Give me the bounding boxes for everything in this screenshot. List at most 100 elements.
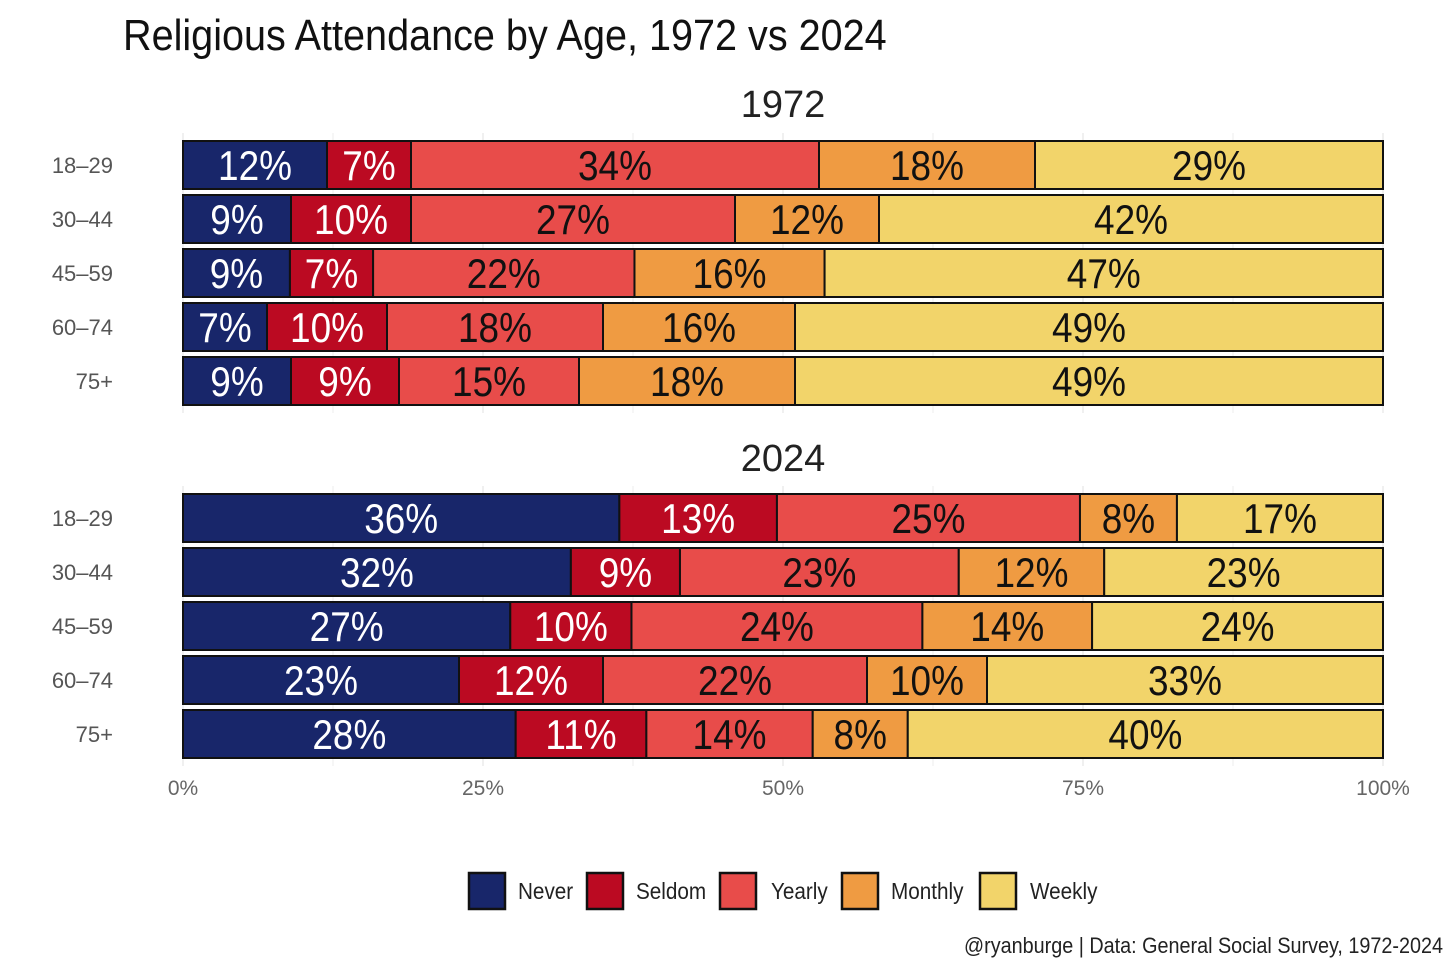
legend-label: Yearly xyxy=(771,878,828,904)
data-label: 7% xyxy=(342,143,395,190)
bar-segment-never xyxy=(182,302,268,352)
data-label: 7% xyxy=(198,305,251,352)
x-tick-label: 100% xyxy=(1356,777,1410,800)
data-label: 18% xyxy=(650,359,724,406)
facet-1972: 1972 18–29 12% 7% 34% 18% 29% 30–44 9% 10% 27% 12% 4… xyxy=(52,84,1384,413)
data-label: 12% xyxy=(494,658,568,705)
data-label: 12% xyxy=(218,143,292,190)
data-label: 28% xyxy=(312,712,386,759)
bar-segment-monthly xyxy=(578,356,796,406)
bar-segment-monthly xyxy=(602,302,796,352)
x-tick-label: 50% xyxy=(762,777,804,800)
bar-segment-never xyxy=(182,709,517,759)
data-label: 8% xyxy=(834,712,887,759)
data-label: 13% xyxy=(661,496,735,543)
bar-segment-never xyxy=(182,493,621,543)
bar-segment-weekly xyxy=(794,356,1384,406)
data-label: 18% xyxy=(458,305,532,352)
legend-item-never: Never xyxy=(467,871,573,911)
bar-segment-seldom xyxy=(290,356,400,406)
bar-row-18–29: 12% 7% 34% 18% 29% xyxy=(182,140,1384,190)
bar-segment-weekly xyxy=(1103,547,1385,597)
legend-item-yearly: Yearly xyxy=(718,871,828,911)
data-label: 9% xyxy=(210,359,263,406)
bar-segment-weekly xyxy=(823,248,1384,298)
y-tick-label: 30–44 xyxy=(52,560,113,585)
bar-segment-monthly xyxy=(866,655,988,705)
data-label: 14% xyxy=(970,604,1044,651)
bar-segment-never xyxy=(182,248,291,298)
y-tick-label: 60–74 xyxy=(52,668,113,693)
data-label: 9% xyxy=(210,197,263,244)
legend: Never Seldom Yearly Monthly Weekly xyxy=(467,871,1098,911)
y-tick-label: 30–44 xyxy=(52,207,113,232)
bar-segment-yearly xyxy=(630,601,924,651)
facet-title: 2024 xyxy=(741,438,826,480)
bar-segment-weekly xyxy=(1091,601,1385,651)
x-axis: 0% 25% 50% 75% 100% xyxy=(168,777,1410,800)
data-label: 9% xyxy=(318,359,371,406)
bar-segment-seldom xyxy=(458,655,604,705)
legend-label: Seldom xyxy=(636,878,706,904)
bar-segment-weekly xyxy=(906,709,1385,759)
bar-segment-never xyxy=(182,601,512,651)
data-label: 10% xyxy=(290,305,364,352)
data-label: 34% xyxy=(578,143,652,190)
data-label: 11% xyxy=(545,712,616,759)
data-label: 49% xyxy=(1052,359,1126,406)
bar-row-30–44: 32% 9% 23% 12% 23% xyxy=(182,547,1385,597)
bar-segment-yearly xyxy=(386,302,604,352)
bar-segment-monthly xyxy=(921,601,1094,651)
legend-swatch xyxy=(718,871,758,911)
legend-label: Monthly xyxy=(891,878,964,904)
bar-segment-never xyxy=(182,356,292,406)
bar-row-30–44: 9% 10% 27% 12% 42% xyxy=(182,194,1384,244)
legend-swatch xyxy=(467,871,507,911)
legend-swatch xyxy=(978,871,1018,911)
data-label: 16% xyxy=(693,251,767,298)
y-tick-label: 60–74 xyxy=(52,315,113,340)
bar-row-60–74: 7% 10% 18% 16% 49% xyxy=(182,302,1384,352)
bar-segment-seldom xyxy=(514,709,648,759)
data-label: 10% xyxy=(890,658,964,705)
data-label: 22% xyxy=(467,251,541,298)
data-label: 47% xyxy=(1067,251,1141,298)
y-tick-label: 18–29 xyxy=(52,153,113,178)
bar-segment-yearly xyxy=(645,709,814,759)
legend-label: Weekly xyxy=(1030,878,1098,904)
bar-segment-yearly xyxy=(410,140,820,190)
caption: @ryanburge | Data: General Social Survey… xyxy=(964,934,1443,958)
data-label: 36% xyxy=(364,496,438,543)
bar-segment-seldom xyxy=(569,547,681,597)
data-label: 17% xyxy=(1243,496,1317,543)
bar-segment-seldom xyxy=(290,194,412,244)
chart-title: Religious Attendance by Age, 1972 vs 202… xyxy=(123,10,887,59)
bar-segment-never xyxy=(182,655,460,705)
legend-swatch xyxy=(840,871,880,911)
data-label: 18% xyxy=(890,143,964,190)
bar-segment-yearly xyxy=(678,547,960,597)
bar-row-18–29: 36% 13% 25% 8% 17% xyxy=(182,493,1385,543)
data-label: 49% xyxy=(1052,305,1126,352)
y-tick-label: 75+ xyxy=(76,369,113,394)
data-label: 16% xyxy=(662,305,736,352)
legend-label: Never xyxy=(518,878,573,904)
bar-segment-weekly xyxy=(986,655,1384,705)
legend-item-monthly: Monthly xyxy=(840,871,964,911)
data-label: 32% xyxy=(340,550,414,597)
y-tick-label: 45–59 xyxy=(52,261,113,286)
bar-segment-weekly xyxy=(794,302,1384,352)
data-label: 24% xyxy=(1201,604,1275,651)
data-label: 7% xyxy=(305,251,358,298)
data-label: 8% xyxy=(1102,496,1155,543)
bar-segment-never xyxy=(182,547,572,597)
data-label: 24% xyxy=(740,604,814,651)
bar-segment-never xyxy=(182,194,292,244)
data-label: 10% xyxy=(534,604,608,651)
data-label: 23% xyxy=(1207,550,1281,597)
data-label: 23% xyxy=(284,658,358,705)
data-label: 25% xyxy=(891,496,965,543)
data-label: 9% xyxy=(599,550,652,597)
y-tick-label: 45–59 xyxy=(52,614,113,639)
